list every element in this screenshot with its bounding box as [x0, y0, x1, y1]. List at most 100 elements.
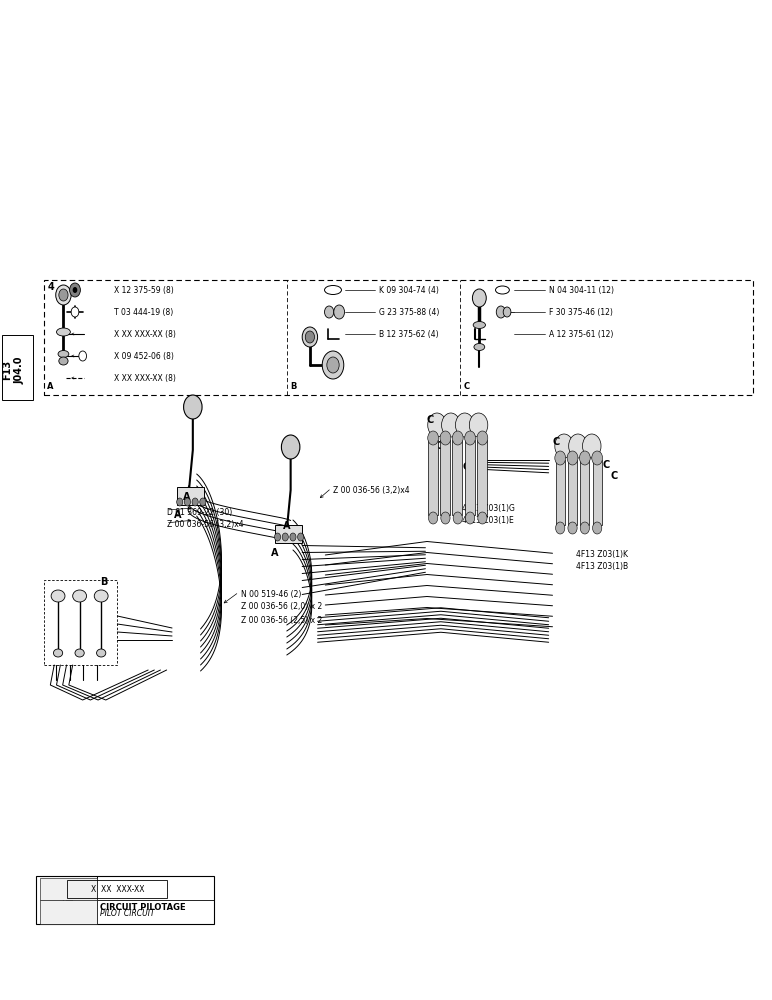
Text: Z 00 036-56 (2,0) x 2: Z 00 036-56 (2,0) x 2 [241, 602, 322, 611]
Text: C: C [435, 441, 442, 451]
Text: C: C [463, 382, 469, 391]
Ellipse shape [94, 590, 108, 602]
Ellipse shape [324, 286, 341, 294]
Bar [36, 876, 214, 924]
Bar [477, 440, 487, 515]
Circle shape [428, 512, 438, 524]
Circle shape [496, 306, 506, 318]
Circle shape [478, 512, 487, 524]
Circle shape [569, 434, 587, 458]
Circle shape [593, 522, 602, 534]
Circle shape [290, 533, 296, 541]
Circle shape [428, 413, 446, 437]
Text: 4: 4 [47, 282, 54, 292]
Circle shape [453, 512, 462, 524]
Bar [428, 440, 438, 515]
Circle shape [297, 533, 303, 541]
Circle shape [466, 512, 475, 524]
Text: C: C [610, 471, 618, 481]
Text: F13
J04.0: F13 J04.0 [2, 356, 24, 384]
Text: 4F13 Z03(1)E: 4F13 Z03(1)E [462, 516, 514, 524]
Text: 4F13 Z03(1)K: 4F13 Z03(1)K [576, 550, 628, 558]
Ellipse shape [51, 590, 65, 602]
Circle shape [185, 498, 191, 506]
Circle shape [79, 351, 86, 361]
Text: X XX XXX-XX (8): X XX XXX-XX (8) [113, 330, 175, 339]
Circle shape [441, 512, 450, 524]
Circle shape [472, 289, 486, 307]
Ellipse shape [73, 590, 86, 602]
Bar [568, 460, 577, 525]
Text: Z 00 036-56 (2,5) x 2: Z 00 036-56 (2,5) x 2 [241, 615, 322, 624]
Text: C: C [427, 415, 434, 425]
Circle shape [282, 435, 300, 459]
Bar [44, 280, 753, 395]
Text: F13
J04.0: F13 J04.0 [57, 889, 76, 911]
Text: CIRCUIT PILOTAGE: CIRCUIT PILOTAGE [100, 904, 186, 912]
Circle shape [503, 307, 511, 317]
Circle shape [568, 522, 577, 534]
Circle shape [73, 287, 77, 293]
Circle shape [192, 498, 198, 506]
Circle shape [555, 434, 574, 458]
Ellipse shape [59, 357, 68, 365]
Bar [44, 580, 117, 665]
Circle shape [69, 283, 80, 297]
Text: B 12 375-62 (4): B 12 375-62 (4) [379, 330, 438, 339]
Circle shape [440, 431, 451, 445]
Circle shape [283, 533, 288, 541]
Bar [178, 487, 205, 505]
Circle shape [302, 327, 317, 347]
Circle shape [452, 431, 463, 445]
Circle shape [71, 307, 79, 317]
Bar [440, 440, 450, 515]
Text: 4F13 Z03(1)G: 4F13 Z03(1)G [462, 504, 515, 512]
Bar [452, 440, 462, 515]
Ellipse shape [56, 328, 70, 336]
Circle shape [324, 306, 334, 318]
Text: PILOT CIRCUIT: PILOT CIRCUIT [100, 910, 155, 918]
Text: C: C [455, 437, 462, 447]
Circle shape [580, 451, 591, 465]
Text: A: A [272, 548, 279, 558]
Circle shape [556, 522, 565, 534]
Ellipse shape [75, 649, 84, 657]
Text: B: B [100, 577, 108, 587]
Bar [593, 460, 602, 525]
Text: N 04 304-11 (12): N 04 304-11 (12) [549, 286, 614, 294]
Bar [276, 525, 302, 543]
Ellipse shape [53, 649, 63, 657]
Bar [465, 440, 475, 515]
Text: C: C [603, 460, 610, 470]
Circle shape [592, 451, 603, 465]
Bar [2, 335, 32, 400]
Circle shape [322, 351, 344, 379]
Text: A 12 375-61 (12): A 12 375-61 (12) [549, 330, 613, 339]
Text: N 00 519-46 (2): N 00 519-46 (2) [241, 589, 301, 598]
Circle shape [567, 451, 578, 465]
Text: K 09 304-74 (4): K 09 304-74 (4) [379, 286, 439, 294]
Text: X XX XXX-XX (8): X XX XXX-XX (8) [113, 373, 175, 382]
Text: C: C [462, 462, 469, 472]
Ellipse shape [474, 344, 485, 351]
Text: X  XX  XXX-XX: X XX XXX-XX [90, 885, 144, 894]
Circle shape [334, 305, 344, 319]
Circle shape [469, 413, 488, 437]
Text: D 01 369-22 (30): D 01 369-22 (30) [168, 508, 232, 516]
Bar [40, 900, 96, 924]
Bar [40, 878, 96, 900]
Ellipse shape [58, 351, 69, 358]
Text: C: C [557, 459, 564, 469]
Circle shape [200, 498, 206, 506]
Text: F 30 375-46 (12): F 30 375-46 (12) [549, 308, 612, 316]
Circle shape [455, 413, 474, 437]
Text: Z 00 036-56 (3,2)x4: Z 00 036-56 (3,2)x4 [333, 486, 410, 494]
Circle shape [428, 431, 438, 445]
Circle shape [275, 533, 281, 541]
Circle shape [583, 434, 601, 458]
Ellipse shape [473, 322, 486, 329]
Circle shape [177, 498, 183, 506]
Circle shape [477, 431, 488, 445]
Text: C: C [553, 437, 560, 447]
Circle shape [59, 289, 68, 301]
